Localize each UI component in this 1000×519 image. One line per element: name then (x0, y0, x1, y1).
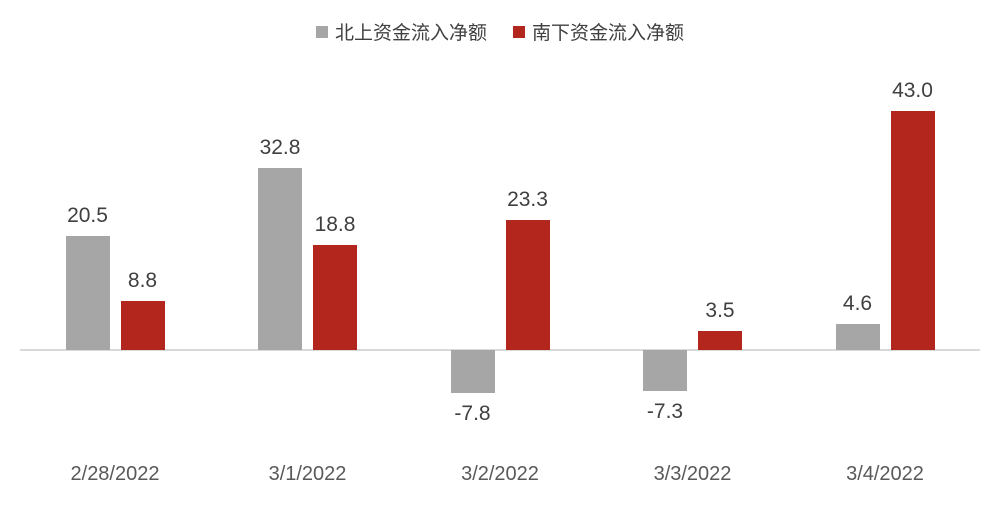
legend-item-north: 北上资金流入净额 (315, 18, 487, 45)
bar-north (835, 324, 880, 350)
x-axis-line (20, 349, 980, 351)
x-axis-label: 2/28/2022 (70, 463, 160, 485)
value-label: 18.8 (314, 213, 356, 237)
bar-south (890, 110, 935, 350)
x-axis-label: 3/4/2022 (846, 463, 924, 485)
bar-north (65, 236, 110, 350)
bar-south (505, 220, 550, 350)
x-axis-label: 3/2/2022 (461, 463, 539, 485)
bar-south (698, 330, 742, 350)
legend-swatch-south-icon (513, 25, 525, 38)
chart-legend: 北上资金流入净额 南下资金流入净额 (0, 18, 1000, 45)
value-label: -7.8 (454, 402, 491, 426)
value-label: 4.6 (842, 292, 873, 316)
bar-south (313, 245, 357, 350)
value-label: 23.3 (507, 188, 548, 212)
bar-north (450, 350, 495, 394)
value-label: -7.3 (646, 399, 684, 423)
value-label: 43.0 (892, 78, 933, 102)
value-label: 20.5 (67, 204, 108, 228)
value-label: 3.5 (705, 298, 735, 322)
legend-item-south: 南下资金流入净额 (513, 18, 684, 45)
value-label: 32.8 (259, 135, 301, 159)
legend-swatch-north-icon (315, 25, 328, 38)
bar-south (120, 301, 165, 350)
value-label: 8.8 (127, 269, 158, 293)
legend-label-south: 南下资金流入净额 (532, 23, 685, 44)
x-axis-label: 3/3/2022 (653, 463, 732, 485)
legend-label-north: 北上资金流入净额 (334, 23, 487, 44)
bar-north (258, 167, 302, 350)
bar-north (643, 350, 687, 391)
x-axis-label: 3/1/2022 (268, 463, 347, 485)
